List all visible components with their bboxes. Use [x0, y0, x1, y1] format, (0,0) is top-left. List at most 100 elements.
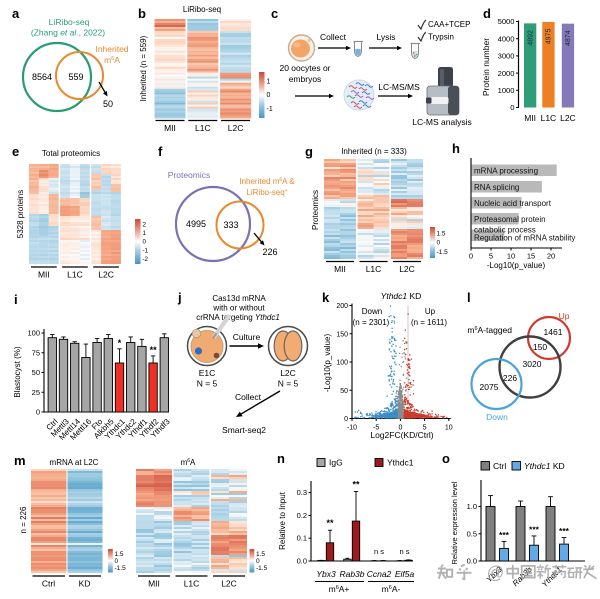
svg-text:(Zhang et al., 2022): (Zhang et al., 2022)	[31, 28, 105, 38]
svg-text:***: ***	[499, 530, 510, 540]
svg-text:CAA+TCEP: CAA+TCEP	[428, 20, 470, 29]
svg-text:Total proteomics: Total proteomics	[42, 149, 100, 158]
svg-text:100: 100	[336, 360, 348, 367]
svg-text:2: 2	[143, 222, 147, 229]
svg-text:LC-MS/MS: LC-MS/MS	[378, 82, 420, 92]
svg-text:15: 15	[527, 252, 535, 261]
svg-text:MII: MII	[524, 113, 536, 123]
svg-text:h: h	[452, 141, 460, 156]
svg-text:L2C: L2C	[280, 368, 296, 378]
svg-text:1000: 1000	[498, 86, 515, 95]
svg-text:Smart-seq2: Smart-seq2	[222, 425, 266, 435]
svg-text:L2C: L2C	[228, 123, 244, 133]
svg-text:L2C: L2C	[98, 270, 114, 280]
svg-text:L1C: L1C	[366, 264, 382, 274]
svg-text:Culture: Culture	[233, 332, 261, 342]
svg-text:***: ***	[559, 526, 570, 536]
svg-text:5328 proteins: 5328 proteins	[16, 190, 25, 238]
svg-text:Log2FC(KD/Ctrl): Log2FC(KD/Ctrl)	[370, 430, 433, 440]
svg-text:m6A: m6A	[181, 458, 196, 467]
svg-text:m: m	[14, 453, 26, 468]
svg-text:Relative expression level: Relative expression level	[450, 481, 459, 564]
svg-text:4892: 4892	[527, 30, 534, 46]
svg-text:mRNA processing: mRNA processing	[474, 167, 538, 176]
svg-text:10: 10	[507, 252, 515, 261]
svg-text:m6A+: m6A+	[329, 584, 350, 594]
svg-text:200: 200	[336, 303, 348, 310]
svg-text:-2: -2	[143, 256, 149, 263]
svg-text:LiRibo-seq: LiRibo-seq	[183, 5, 221, 14]
svg-text:-1: -1	[267, 106, 273, 113]
svg-text:-1.5: -1.5	[256, 565, 268, 572]
svg-text:150: 150	[533, 342, 547, 352]
svg-text:333: 333	[223, 220, 238, 230]
svg-text:MII: MII	[38, 270, 50, 280]
svg-text:0.5: 0.5	[467, 529, 477, 538]
svg-text:559: 559	[68, 72, 83, 82]
svg-text:Collect: Collect	[235, 392, 262, 402]
svg-text:Ybx3: Ybx3	[316, 569, 336, 579]
svg-text:MII: MII	[334, 264, 346, 274]
svg-text:Proteomics: Proteomics	[311, 190, 320, 230]
svg-text:Proteasomal protein: Proteasomal protein	[474, 215, 546, 224]
svg-text:0.1: 0.1	[297, 534, 307, 543]
svg-text:5000: 5000	[498, 17, 515, 26]
svg-text:50: 50	[340, 388, 348, 395]
svg-text:0: 0	[256, 558, 260, 565]
svg-text:g: g	[305, 144, 313, 159]
svg-text:0: 0	[143, 239, 147, 246]
svg-text:Inherited: Inherited	[95, 44, 128, 54]
svg-text:226: 226	[503, 373, 517, 383]
svg-text:4995: 4995	[186, 219, 206, 229]
svg-text:L1C: L1C	[67, 270, 83, 280]
svg-text:n s: n s	[374, 547, 384, 556]
svg-text:c: c	[271, 6, 278, 21]
svg-text:MII: MII	[148, 579, 160, 589]
svg-text:MII: MII	[164, 123, 176, 133]
svg-text:2075: 2075	[480, 382, 499, 392]
svg-text:1.0: 1.0	[467, 502, 477, 511]
svg-text:5: 5	[489, 252, 493, 261]
svg-text:LiRibo-seq: LiRibo-seq	[49, 17, 90, 27]
svg-text:150: 150	[336, 331, 348, 338]
svg-text:3000: 3000	[498, 52, 515, 61]
svg-text:0: 0	[437, 240, 441, 247]
svg-text:catabolic process: catabolic process	[474, 226, 536, 235]
svg-text:LiRibo-seq+: LiRibo-seq+	[246, 188, 287, 197]
svg-text:Eif5a: Eif5a	[395, 569, 415, 579]
svg-text:2000: 2000	[498, 69, 515, 78]
svg-text:4975: 4975	[546, 29, 553, 45]
svg-text:5: 5	[423, 425, 427, 432]
svg-text:0.0: 0.0	[297, 557, 307, 566]
svg-text:0: 0	[510, 103, 514, 112]
svg-text:Inherited m6A &: Inherited m6A &	[239, 177, 295, 186]
svg-text:*: *	[118, 338, 122, 348]
svg-text:L2C: L2C	[560, 113, 576, 123]
svg-text:Ctrl: Ctrl	[493, 461, 506, 471]
svg-text:N = 5: N = 5	[197, 379, 218, 389]
svg-text:3020: 3020	[523, 359, 542, 369]
svg-text:b: b	[138, 6, 146, 21]
svg-text:0: 0	[469, 252, 473, 261]
svg-text:Lysis: Lysis	[376, 32, 395, 42]
svg-text:L2C: L2C	[221, 579, 237, 589]
svg-text:***: ***	[529, 524, 540, 534]
svg-text:**: **	[326, 518, 334, 528]
svg-text:n = 226: n = 226	[19, 506, 28, 533]
svg-text:4874: 4874	[565, 30, 572, 46]
svg-text:0.2: 0.2	[297, 511, 307, 520]
svg-text:i: i	[14, 292, 18, 307]
svg-text:0: 0	[344, 416, 348, 423]
svg-text:Ythdc1: Ythdc1	[387, 458, 414, 468]
svg-text:50: 50	[103, 99, 113, 109]
svg-text:Inherited (n = 333): Inherited (n = 333)	[341, 147, 407, 156]
svg-text:Up: Up	[425, 307, 436, 316]
svg-text:f: f	[158, 144, 163, 159]
svg-text:Ctrl: Ctrl	[42, 579, 55, 589]
svg-text:20: 20	[547, 252, 555, 261]
svg-text:-Log10(p_value): -Log10(p_value)	[323, 334, 332, 393]
svg-text:1: 1	[267, 78, 271, 85]
svg-text:4000: 4000	[498, 34, 515, 43]
svg-text:LC-MS analysis: LC-MS analysis	[412, 117, 472, 127]
svg-text:-1: -1	[143, 247, 149, 254]
